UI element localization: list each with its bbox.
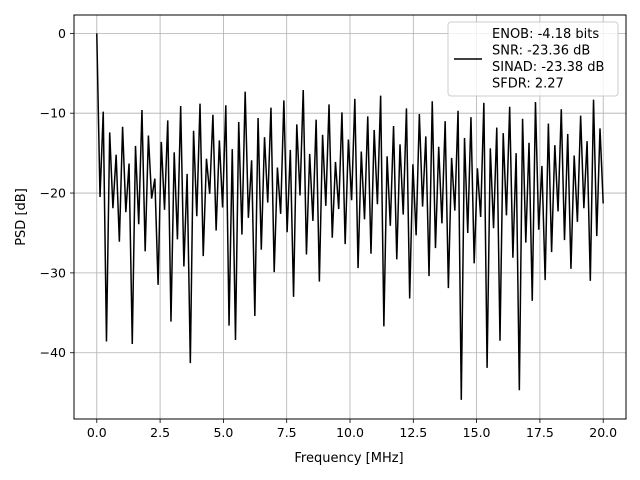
x-tick-label: 12.5 — [399, 425, 427, 440]
x-tick-label: 20.0 — [589, 425, 617, 440]
legend-label-line: SFDR: 2.27 — [492, 77, 564, 92]
data-layer — [96, 33, 604, 400]
x-tick-label: 5.0 — [213, 425, 233, 440]
legend-label-line: ENOB: -4.18 bits — [492, 27, 599, 42]
legend-label-line: SINAD: -23.38 dB — [492, 60, 604, 75]
x-axis-label: Frequency [MHz] — [294, 451, 403, 466]
x-tick-label: 0.0 — [87, 425, 107, 440]
x-tick-label: 17.5 — [526, 425, 554, 440]
psd-series-line — [96, 33, 604, 400]
y-axis-label: PSD [dB] — [14, 188, 29, 246]
x-tick-label: 2.5 — [150, 425, 170, 440]
legend-box — [447, 21, 619, 97]
legend-label-line: SNR: -23.36 dB — [492, 44, 590, 59]
x-tick-label: 15.0 — [463, 425, 491, 440]
y-tick-label: 0 — [58, 26, 66, 41]
y-tick-label: −40 — [40, 345, 66, 360]
y-tick-label: −10 — [40, 106, 66, 121]
legend-label: ENOB: -4.18 bits SNR: -23.36 dB SINAD: -23… — [492, 27, 604, 92]
x-tick-label: 7.5 — [277, 425, 297, 440]
x-tick-label: 10.0 — [336, 425, 364, 440]
y-tick-label: −30 — [40, 265, 66, 280]
axis-ticks: 0.0 2.5 5.0 7.5 10.0 12.5 15.0 17.5 20.0 0 −10 −20 −… — [40, 26, 618, 440]
y-tick-label: −20 — [40, 186, 66, 201]
legend: ENOB: -4.18 bits SNR: -23.36 dB SINAD: -23… — [447, 21, 619, 97]
